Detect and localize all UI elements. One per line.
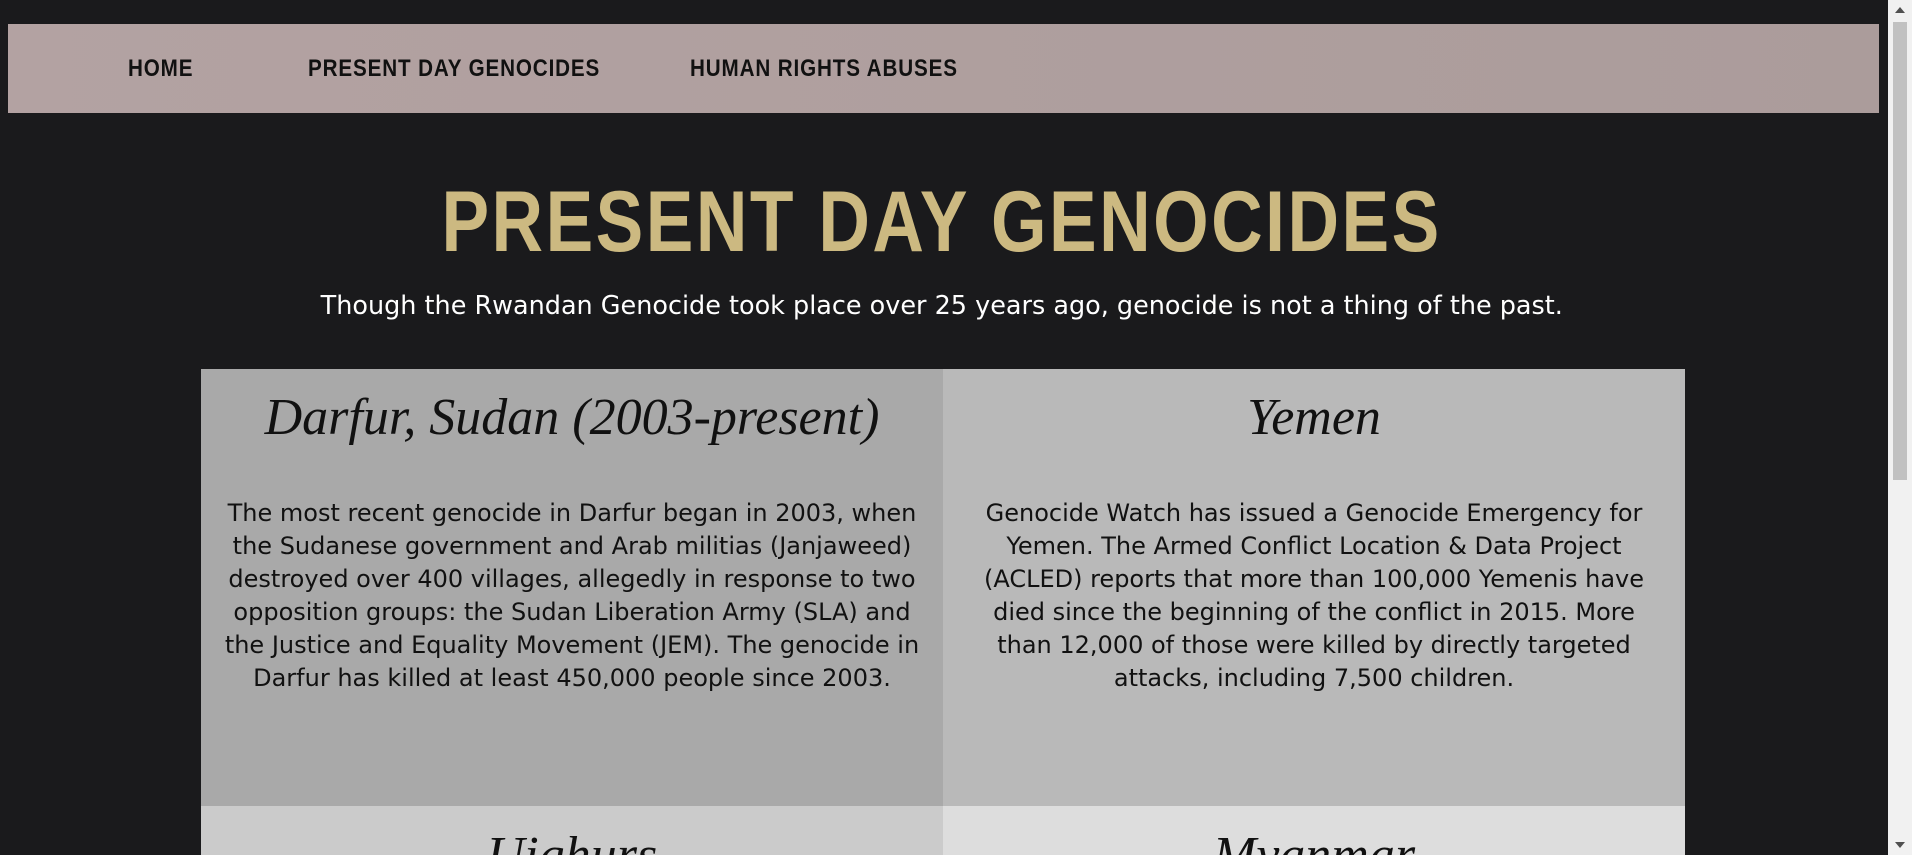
page-subtitle-text: Though the Rwandan Genocide took place o… bbox=[320, 291, 1564, 321]
card-uighurs: Uighurs bbox=[201, 806, 943, 855]
vertical-scrollbar[interactable] bbox=[1888, 0, 1912, 855]
scroll-down-button[interactable] bbox=[1888, 835, 1912, 855]
card-darfur: Darfur, Sudan (2003-present) The most re… bbox=[201, 369, 943, 806]
card-myanmar: Myanmar bbox=[943, 806, 1685, 855]
scroll-up-button[interactable] bbox=[1888, 0, 1912, 20]
triangle-up-icon bbox=[1895, 7, 1905, 13]
card-body: Genocide Watch has issued a Genocide Eme… bbox=[983, 499, 1645, 692]
nav-link-human-rights-abuses[interactable]: HUMAN RIGHTS ABUSES bbox=[690, 55, 958, 82]
scrollbar-thumb[interactable] bbox=[1893, 22, 1907, 480]
card-title: Yemen bbox=[1247, 389, 1381, 446]
card-title: Myanmar bbox=[943, 821, 1685, 855]
card-title: Darfur, Sudan (2003-present) bbox=[264, 389, 880, 446]
page-subtitle: Though the Rwandan Genocide took place o… bbox=[0, 291, 1884, 321]
nav-link-present-day-genocides[interactable]: PRESENT DAY GENOCIDES bbox=[308, 55, 601, 82]
card-yemen: Yemen Genocide Watch has issued a Genoci… bbox=[943, 369, 1685, 806]
card-title: Uighurs bbox=[201, 821, 943, 855]
page-title: PRESENT DAY GENOCIDES bbox=[0, 172, 1884, 272]
card-body: The most recent genocide in Darfur began… bbox=[224, 499, 920, 692]
nav-link-home[interactable]: HOME bbox=[128, 55, 194, 82]
top-navigation-bar: HOME PRESENT DAY GENOCIDES HUMAN RIGHTS … bbox=[8, 24, 1879, 113]
page-title-text: PRESENT DAY GENOCIDES bbox=[441, 174, 1443, 270]
genocide-cards-grid: Darfur, Sudan (2003-present) The most re… bbox=[201, 369, 1685, 855]
triangle-down-icon bbox=[1895, 842, 1905, 848]
